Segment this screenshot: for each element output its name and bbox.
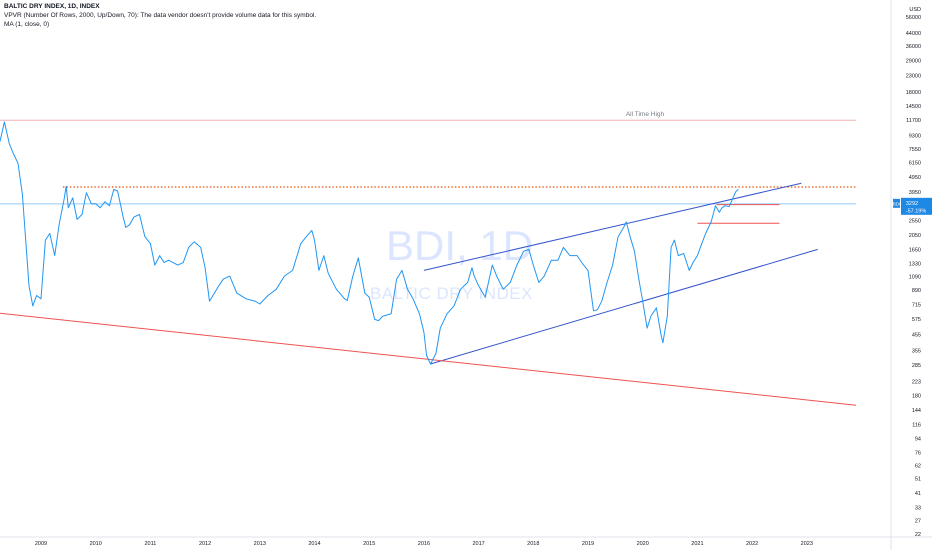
y-tick-label: 575 [912,317,921,323]
y-tick-label: 18000 [906,90,921,96]
axis-currency-label: USD [909,7,921,13]
legend-vpvr: VPVR (Number Of Rows, 2000, Up/Down, 70)… [4,12,317,19]
overlay-layer: All Time High [626,111,665,118]
y-tick-label: 11700 [906,118,921,124]
x-tick-label: 2022 [746,541,758,547]
last-price-value: 3292 [906,201,918,207]
y-tick-label: 1650 [909,247,921,253]
drawing-layer [0,119,857,406]
annotation-all-time-high: All Time High [626,111,665,118]
y-tick-label: 2050 [909,233,921,239]
y-tick-label: 116 [912,422,921,428]
y-tick-label: 27 [915,518,921,524]
x-tick-label: 2021 [691,541,703,547]
x-tick-label: 2014 [308,541,320,547]
x-tick-label: 2016 [418,541,430,547]
chart-legend: BALTIC DRY INDEX, 1D, INDEX VPVR (Number… [4,2,316,29]
y-tick-label: 2550 [909,219,921,225]
y-tick-label: 285 [912,363,921,369]
y-tick-label: 355 [912,349,921,355]
y-tick-label: 44000 [906,31,921,37]
x-tick-label: 2009 [35,541,47,547]
legend-title: BALTIC DRY INDEX, 1D, INDEX [4,3,100,10]
y-tick-label: 9300 [909,133,921,139]
x-tick-label: 2023 [801,541,813,547]
last-price-value-badge [901,197,932,215]
x-tick-label: 2018 [527,541,539,547]
legend-ma: MA (1, close, 0) [4,21,50,28]
y-tick-label: 1330 [909,262,921,268]
y-tick-label: 3950 [909,190,921,196]
channel-lower-line[interactable] [430,248,818,365]
x-tick-label: 2015 [363,541,375,547]
channel-upper-line[interactable] [423,182,802,271]
y-tick-label: 4950 [909,175,921,181]
y-tick-label: 715 [912,302,921,308]
last-price-change: -57.19% [906,208,927,214]
y-tick-label: 62 [915,464,921,470]
y-tick-label: 23000 [906,74,921,80]
y-tick-label: 6150 [909,161,921,167]
y-tick-label: 180 [912,393,921,399]
y-tick-label: 51 [915,477,921,483]
x-tick-label: 2012 [199,541,211,547]
y-tick-label: 94 [915,436,921,442]
x-tick-label: 2011 [144,541,156,547]
y-tick-label: 14500 [906,104,921,110]
y-tick-label: 7550 [909,147,921,153]
y-tick-label: 890 [912,288,921,294]
last-price-badge [893,198,900,208]
x-tick-label: 2020 [637,541,649,547]
y-tick-label: 1090 [909,275,921,281]
price-axis[interactable]: USD 22 27 33 41 51 62 76 94 116 144 180 223 285 355 455… [890,0,932,550]
y-tick-label: 144 [912,408,921,414]
y-tick-label: 22 [915,532,921,538]
y-tick-label: 455 [912,332,921,338]
x-tick-label: 2013 [254,541,266,547]
badge-symbol: BDI [893,202,901,207]
y-tick-label: 56000 [906,15,921,21]
y-tick-label: 76 [915,450,921,456]
x-tick-label: 2010 [90,541,102,547]
y-tick-label: 41 [915,491,921,497]
y-tick-label: 33 [915,505,921,511]
y-tick-label: 223 [912,379,921,385]
price-layer [0,121,739,365]
y-tick-label: 29000 [906,58,921,64]
y-tick-label: 36000 [906,44,921,50]
x-tick-label: 2019 [582,541,594,547]
x-tick-label: 2017 [472,541,484,547]
time-axis[interactable]: 2009 2010 2011 2012 2013 2014 2015 2016 2017 2018… [0,536,932,547]
price-series-line[interactable] [0,121,739,365]
